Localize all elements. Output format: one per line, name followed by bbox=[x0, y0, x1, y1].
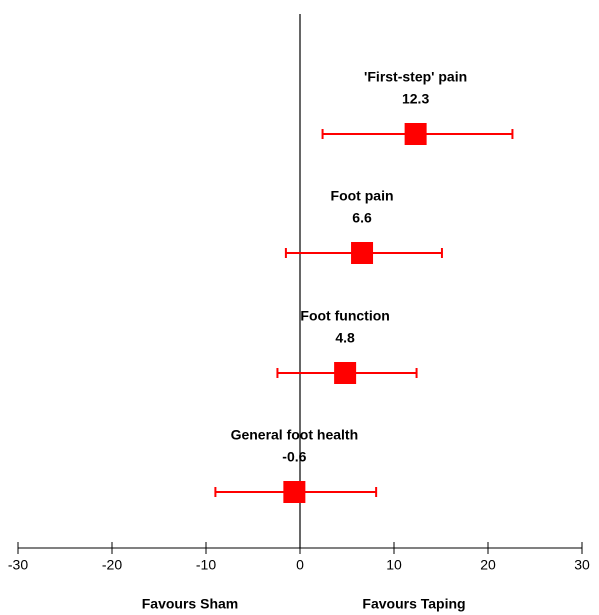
x-tick-label: -10 bbox=[196, 557, 216, 573]
value-label: 12.3 bbox=[402, 91, 429, 107]
x-tick-label: 30 bbox=[574, 557, 590, 573]
point-estimate bbox=[334, 362, 357, 384]
x-tick-label: 0 bbox=[296, 557, 304, 573]
value-label: 4.8 bbox=[335, 330, 355, 346]
x-tick-label: 20 bbox=[480, 557, 496, 573]
category-label: General foot health bbox=[231, 427, 359, 443]
category-label: Foot pain bbox=[331, 188, 394, 204]
point-estimate bbox=[283, 481, 306, 503]
annotation: Favours Sham bbox=[142, 596, 238, 612]
point-estimate bbox=[404, 123, 427, 145]
category-label: 'First-step' pain bbox=[364, 69, 467, 85]
value-label: -0.6 bbox=[282, 449, 306, 465]
category-label: Foot function bbox=[300, 308, 389, 324]
point-estimate bbox=[351, 242, 374, 264]
annotation: Favours Taping bbox=[362, 596, 465, 612]
x-tick-label: 10 bbox=[386, 557, 402, 573]
x-tick-label: -30 bbox=[8, 557, 28, 573]
x-tick-label: -20 bbox=[102, 557, 122, 573]
value-label: 6.6 bbox=[352, 210, 372, 226]
